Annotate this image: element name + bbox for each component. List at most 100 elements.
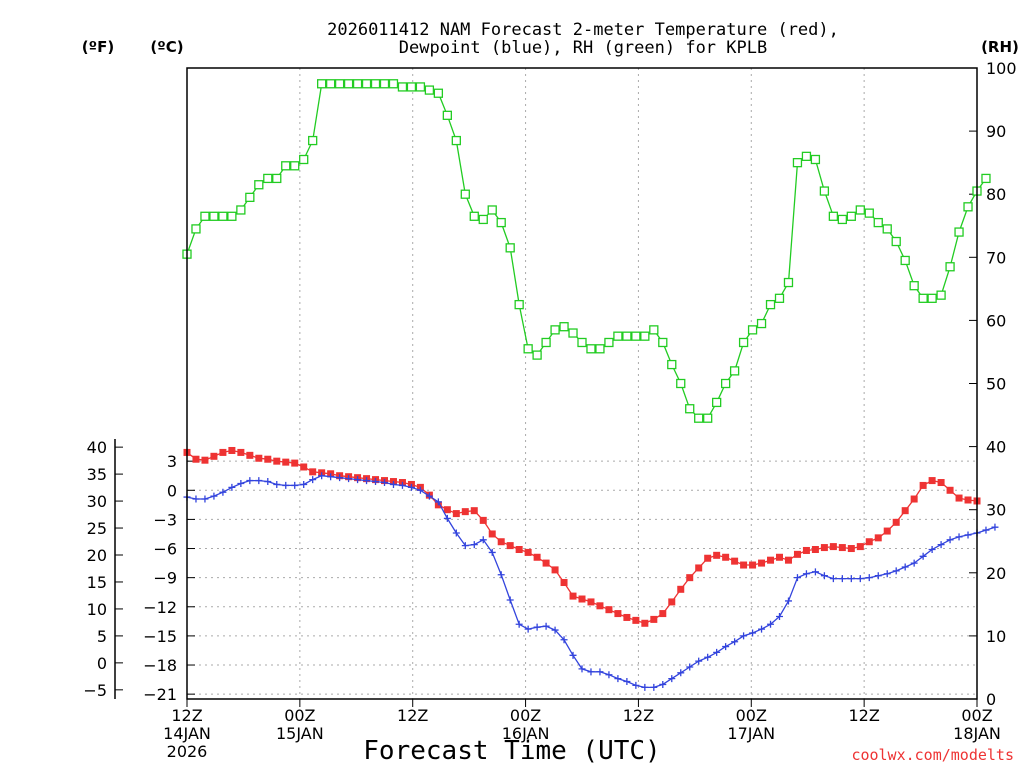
relative-humidity-point [379, 79, 390, 89]
dewpoint-point [874, 572, 882, 580]
dewpoint-point [811, 568, 819, 576]
relative-humidity-point [424, 85, 435, 95]
time-tick-label: 00Z [736, 706, 767, 725]
2-meter-temperature-point [820, 544, 828, 552]
2-meter-temperature-point [264, 455, 272, 463]
dewpoint-point [336, 474, 344, 482]
relative-humidity-point [819, 186, 830, 196]
relative-humidity-point [882, 224, 892, 234]
relative-humidity-point [568, 328, 578, 338]
relative-humidity-point [945, 262, 955, 272]
relative-humidity-point [191, 224, 201, 234]
rh-tick-label: 100 [986, 59, 1017, 78]
2-meter-temperature-point [623, 613, 631, 621]
chart-title-line1: 2026011412 NAM Forecast 2-meter Temperat… [327, 20, 839, 40]
dewpoint-point [273, 480, 281, 488]
dewpoint-point [767, 620, 775, 628]
date-tick-label: 17JAN [727, 724, 775, 743]
dewpoint-point [910, 559, 918, 567]
dewpoint-point [802, 570, 810, 578]
date-tick-label: 16JAN [502, 724, 550, 743]
2-meter-temperature-point [713, 551, 721, 559]
relative-humidity-point [810, 154, 821, 165]
rh-tick-label: 70 [986, 248, 1006, 267]
dewpoint-point [354, 476, 362, 484]
relative-humidity-point [954, 227, 964, 237]
2-meter-temperature-point [847, 545, 855, 553]
2-meter-temperature-point [955, 494, 963, 502]
relative-humidity-point [694, 413, 704, 423]
celsius-tick-label: 0 [167, 481, 177, 500]
dewpoint-point [488, 548, 496, 556]
dewpoint-point [991, 523, 999, 531]
2-meter-temperature-point [443, 506, 451, 514]
dewpoint-point [713, 648, 721, 656]
dewpoint-point [255, 477, 263, 485]
relative-humidity-point [640, 331, 650, 341]
relative-humidity-point [658, 337, 668, 348]
dewpoint-point [829, 575, 837, 583]
2-meter-temperature-point [461, 508, 469, 516]
relative-humidity-point [541, 337, 551, 348]
rh-tick-label: 60 [986, 311, 1006, 330]
relative-humidity-point [523, 344, 533, 354]
relative-humidity-point [765, 299, 776, 310]
dewpoint-point [793, 574, 801, 582]
relative-humidity-point [586, 344, 596, 354]
dewpoint-point [282, 481, 290, 489]
rh-tick-label: 10 [986, 627, 1006, 646]
dewpoint-point [291, 481, 299, 489]
relative-humidity-point [496, 217, 506, 228]
2-meter-temperature-point [856, 543, 864, 551]
dewpoint-point [389, 480, 397, 488]
2-meter-temperature-point [255, 454, 263, 462]
dewpoint-point [641, 683, 649, 691]
dewpoint-point [551, 626, 559, 634]
2-meter-temperature-point [677, 585, 685, 593]
relative-humidity-point [299, 154, 309, 165]
dewpoint-point [479, 536, 487, 544]
2-meter-temperature-point [946, 486, 954, 494]
2-meter-temperature-point [551, 566, 559, 574]
dewpoint-point [731, 638, 739, 646]
time-tick-label: 00Z [510, 706, 541, 725]
dewpoint-point [345, 475, 353, 483]
2-meter-temperature-point [569, 592, 577, 600]
relative-humidity-point [370, 79, 381, 89]
celsius-tick-label: −15 [143, 627, 177, 646]
dewpoint-point [623, 678, 631, 686]
dewpoint-point [695, 657, 703, 665]
2-meter-temperature-point [210, 452, 218, 460]
fahrenheit-tick-label: 0 [97, 654, 107, 673]
dewpoint-point [443, 514, 451, 522]
relative-humidity-point [756, 318, 767, 329]
dewpoint-point [650, 683, 658, 691]
relative-humidity-point [837, 214, 847, 225]
2-meter-temperature-point [731, 557, 739, 565]
relative-humidity-point [451, 135, 461, 146]
fahrenheit-tick-label: 10 [87, 600, 107, 619]
relative-humidity-point [397, 82, 408, 92]
dewpoint-point [901, 563, 909, 571]
relative-humidity-point [478, 214, 488, 225]
dewpoint-point [605, 671, 613, 679]
relative-humidity-point [963, 202, 973, 212]
dewpoint-point [192, 495, 200, 503]
relative-humidity-point [712, 397, 722, 408]
rh-tick-label: 50 [986, 375, 1006, 394]
relative-humidity-point [604, 337, 614, 348]
relative-humidity-point [909, 281, 919, 291]
rh-tick-label: 90 [986, 122, 1006, 141]
dewpoint-point [784, 597, 792, 605]
relative-humidity-point [981, 173, 991, 184]
2-meter-temperature-point [578, 595, 586, 603]
fahrenheit-tick-label: −5 [83, 681, 107, 700]
rh-unit-label: (RH) [981, 38, 1019, 56]
rh-tick-label: 0 [986, 690, 996, 709]
relative-humidity-point [855, 205, 865, 215]
fahrenheit-axis: 40 35 30 25 20 15 10 5 0 −5 [83, 438, 123, 700]
relative-humidity-point [236, 205, 246, 215]
dewpoint-point [533, 623, 541, 631]
